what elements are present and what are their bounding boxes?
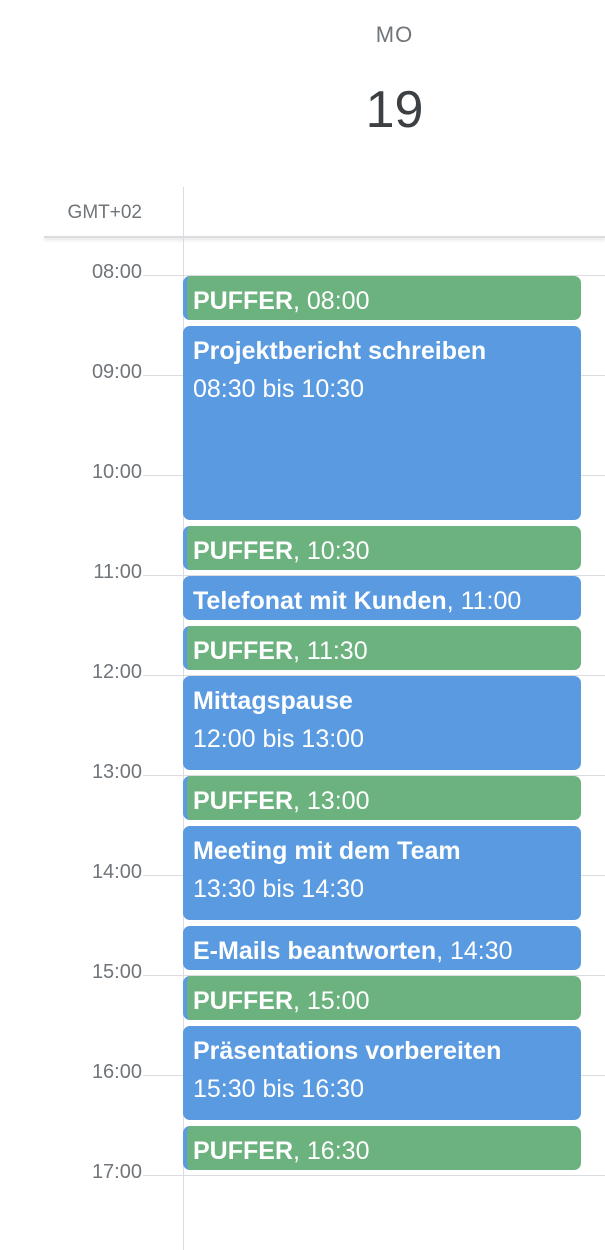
timezone-label: GMT+02	[67, 202, 142, 223]
calendar-event[interactable]: Präsentations vorbereiten 15:30 bis 16:30	[183, 1026, 581, 1120]
event-title: PUFFER	[193, 987, 293, 1015]
buffer-event[interactable]: PUFFER, 10:30	[183, 526, 581, 570]
hour-gridline	[143, 275, 605, 276]
event-title: E-Mails beantworten	[193, 937, 437, 965]
buffer-event[interactable]: PUFFER, 15:00	[183, 976, 581, 1020]
event-time: 15:00	[306, 987, 370, 1015]
event-title: Projektbericht schreiben	[193, 337, 487, 365]
event-title: PUFFER	[193, 787, 293, 815]
hour-gridline	[143, 1175, 605, 1176]
event-time: 12:00 bis 13:00	[193, 725, 364, 753]
event-title: PUFFER	[193, 1137, 293, 1165]
hour-label: 15:00	[91, 961, 142, 983]
event-time: 11:00	[460, 587, 522, 615]
calendar-event[interactable]: Mittagspause 12:00 bis 13:00	[183, 676, 581, 770]
hour-label: 16:00	[91, 1061, 142, 1083]
hour-gridline	[143, 975, 605, 976]
buffer-event[interactable]: PUFFER, 08:00	[183, 276, 581, 320]
header-divider	[44, 236, 605, 238]
event-time: 13:00	[306, 787, 370, 815]
event-time: 16:30	[306, 1137, 370, 1165]
buffer-event[interactable]: PUFFER, 13:00	[183, 776, 581, 820]
event-separator: ,	[446, 587, 461, 615]
event-separator: ,	[436, 937, 450, 965]
event-title: PUFFER	[193, 637, 293, 665]
event-separator: ,	[293, 637, 307, 665]
event-separator: ,	[293, 787, 307, 815]
event-time: 08:00	[306, 287, 370, 315]
event-time: 14:30	[450, 937, 513, 965]
event-time: 08:30 bis 10:30	[193, 375, 364, 403]
event-separator: ,	[293, 1137, 307, 1165]
event-title: Präsentations vorbereiten	[193, 1037, 502, 1065]
hour-gridline	[143, 775, 605, 776]
event-title: Meeting mit dem Team	[193, 837, 461, 865]
buffer-event[interactable]: PUFFER, 11:30	[183, 626, 581, 670]
calendar-event[interactable]: E-Mails beantworten, 14:30	[183, 926, 581, 970]
event-title: Telefonat mit Kunden	[193, 587, 447, 615]
hour-label: 11:00	[93, 561, 142, 583]
hour-label: 14:00	[91, 861, 142, 883]
event-title: PUFFER	[193, 537, 293, 565]
event-title: Mittagspause	[193, 687, 353, 715]
hour-gridline	[143, 575, 605, 576]
hour-label: 13:00	[91, 761, 142, 783]
event-separator: ,	[293, 537, 307, 565]
calendar-event[interactable]: Telefonat mit Kunden, 11:00	[183, 576, 581, 620]
event-title: PUFFER	[193, 287, 293, 315]
event-time: 11:30	[306, 637, 368, 665]
calendar-event[interactable]: Projektbericht schreiben 08:30 bis 10:30	[183, 326, 581, 520]
hour-label: 12:00	[91, 661, 142, 683]
hour-label: 08:00	[91, 261, 142, 283]
hour-gridline	[143, 675, 605, 676]
event-time: 13:30 bis 14:30	[193, 875, 364, 903]
hour-label: 10:00	[91, 461, 142, 483]
event-separator: ,	[293, 287, 307, 315]
hour-label: 17:00	[91, 1161, 142, 1183]
buffer-event[interactable]: PUFFER, 16:30	[183, 1126, 581, 1170]
hour-label: 09:00	[91, 361, 142, 383]
calendar-event[interactable]: Meeting mit dem Team 13:30 bis 14:30	[183, 826, 581, 920]
event-time: 10:30	[306, 537, 370, 565]
event-separator: ,	[293, 987, 307, 1015]
day-number[interactable]: 19	[365, 81, 424, 139]
day-of-week: MO	[375, 22, 414, 47]
event-time: 15:30 bis 16:30	[193, 1075, 364, 1103]
